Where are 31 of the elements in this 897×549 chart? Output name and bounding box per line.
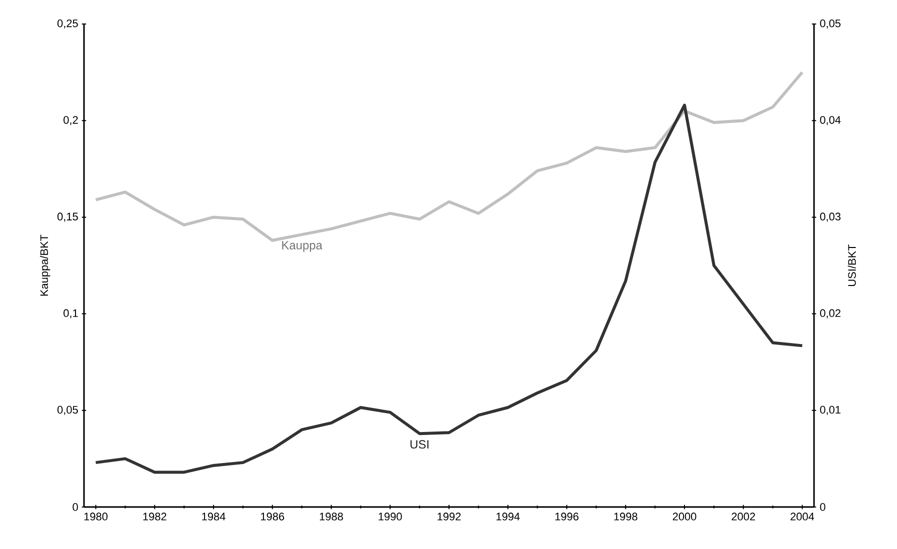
y-tick-label: 0,25 [57, 19, 78, 29]
x-tick-label: 1998 [614, 512, 638, 520]
y2-tick-label: 0,02 [820, 309, 840, 318]
x-tick-label: 1992 [438, 512, 461, 520]
y2-tick-label: 0,05 [820, 19, 841, 29]
series-label: USI [410, 440, 428, 449]
x-tick-label: 2004 [790, 512, 814, 520]
y-tick-label: 0,2 [64, 116, 78, 126]
y-tick-label: 0,1 [64, 309, 78, 318]
line-series [94, 70, 804, 242]
x-tick-label: 1986 [261, 512, 284, 520]
x-tick-label: 1984 [202, 512, 226, 520]
x-tick-label: 1980 [84, 512, 108, 520]
y-axis-title: Kauppa/BKT [40, 234, 50, 296]
y2-axis-title: USI/BKT [848, 244, 856, 286]
y2-tick-label: 0 [820, 503, 826, 511]
x-tick-label: 1982 [143, 512, 166, 520]
y2-tick-label: 0,04 [820, 116, 841, 126]
x-tick-label: 1994 [496, 512, 520, 520]
y2-tick-label: 0,01 [820, 406, 840, 415]
line-series [94, 104, 804, 474]
x-tick-label: 1996 [555, 512, 578, 520]
y-tick-label: 0,05 [57, 406, 78, 415]
series-label: Kauppa [282, 241, 322, 252]
x-tick-label: 2000 [672, 512, 696, 520]
y-tick-label: 0,15 [57, 212, 78, 222]
x-tick-label: 2002 [732, 512, 755, 520]
y-tick-label: 0 [72, 503, 78, 511]
x-tick-label: 1988 [320, 512, 343, 520]
y2-tick-label: 0,03 [820, 212, 840, 222]
x-tick-label: 1990 [378, 512, 402, 520]
